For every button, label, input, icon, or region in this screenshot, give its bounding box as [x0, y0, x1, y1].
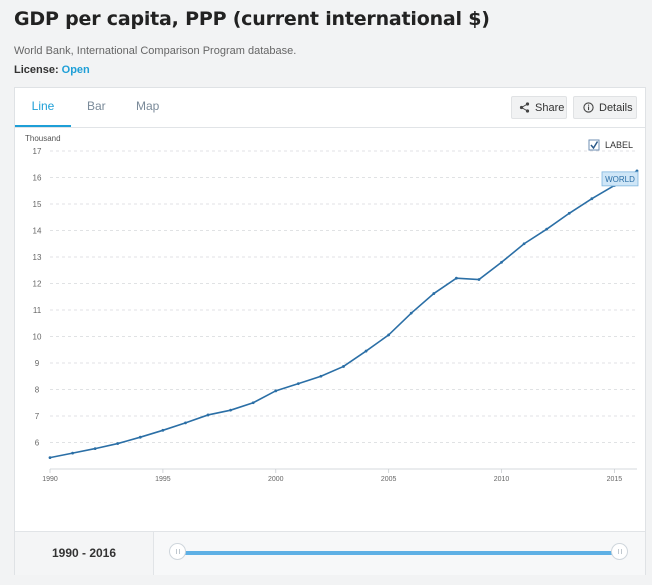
data-point[interactable]: [71, 451, 74, 455]
x-tick-label: 1995: [155, 476, 171, 483]
year-range-label: 1990 - 2016: [15, 532, 154, 575]
data-point[interactable]: [409, 311, 413, 315]
chart-card: Line Bar Map Share Details Thousand 6 7 8 9 1…: [14, 87, 646, 575]
data-point[interactable]: [454, 276, 458, 280]
data-point[interactable]: [206, 413, 210, 417]
license-label: License:: [14, 64, 59, 76]
range-slider-track[interactable]: [178, 551, 620, 555]
y-tick-label: 17: [33, 147, 42, 156]
share-label: Share: [535, 102, 565, 114]
data-point[interactable]: [319, 374, 323, 378]
tab-bar[interactable]: Bar: [87, 99, 106, 113]
label-checkbox[interactable]: [588, 139, 600, 151]
x-tick-label: 2010: [494, 476, 510, 483]
data-point[interactable]: [229, 408, 233, 412]
y-tick-label: 16: [33, 174, 42, 183]
x-tick-label: 1990: [42, 476, 58, 483]
details-label: Details: [599, 102, 633, 114]
x-tick-label: 2005: [381, 476, 397, 483]
data-point[interactable]: [342, 365, 345, 368]
y-tick-label: 6: [35, 439, 40, 448]
y-tick-label: 13: [33, 253, 42, 262]
y-tick-label: 9: [35, 359, 40, 368]
data-point[interactable]: [387, 333, 391, 337]
data-point[interactable]: [93, 447, 97, 450]
data-point[interactable]: [116, 442, 120, 445]
data-point[interactable]: [251, 401, 255, 405]
range-start-handle[interactable]: [169, 543, 186, 560]
data-point[interactable]: [477, 278, 481, 281]
data-point[interactable]: [364, 349, 368, 353]
data-point[interactable]: [545, 227, 549, 231]
line-chart: Thousand 6 7 8 9 10 11 12 13 14 15 16 17 1990 1995 2000…: [25, 134, 639, 483]
data-point[interactable]: [138, 435, 142, 439]
data-point[interactable]: [590, 197, 594, 201]
y-tick-label: 15: [33, 200, 42, 209]
data-point[interactable]: [184, 421, 187, 425]
range-footer: 1990 - 2016: [15, 531, 645, 575]
y-tick-label: 8: [35, 386, 40, 395]
data-point[interactable]: [48, 456, 52, 460]
y-tick-label: 12: [33, 280, 42, 289]
series-label: WORLD: [605, 175, 635, 184]
data-point[interactable]: [296, 382, 300, 386]
x-tick-label: 2000: [268, 476, 284, 483]
page-title: GDP per capita, PPP (current internation…: [14, 8, 490, 30]
license-link[interactable]: Open: [61, 64, 90, 76]
tab-map[interactable]: Map: [136, 99, 160, 113]
y-tick-label: 14: [33, 227, 42, 236]
chart-tabs: Line Bar Map Share Details: [15, 88, 645, 128]
checkmark-icon: [590, 141, 599, 150]
data-point[interactable]: [274, 389, 278, 393]
info-icon: [583, 102, 594, 113]
label-toggle-text: LABEL: [605, 140, 633, 150]
y-unit-label: Thousand: [25, 134, 61, 143]
details-button[interactable]: Details: [573, 96, 637, 119]
data-point[interactable]: [567, 211, 571, 215]
x-tick-label: 2015: [607, 476, 623, 483]
range-end-handle[interactable]: [611, 543, 628, 560]
data-point[interactable]: [161, 428, 165, 432]
share-button[interactable]: Share: [511, 96, 567, 119]
data-point[interactable]: [432, 292, 436, 295]
y-tick-label: 11: [33, 306, 42, 315]
share-icon: [519, 102, 530, 113]
source-note: World Bank, International Comparison Pro…: [14, 45, 297, 57]
y-tick-label: 7: [35, 412, 40, 421]
y-tick-label: 10: [33, 333, 42, 342]
data-point[interactable]: [522, 242, 526, 246]
license-line: License: Open: [14, 64, 90, 76]
series-label-box: [601, 171, 639, 187]
data-point[interactable]: [500, 260, 503, 264]
series-line-world: [49, 170, 638, 459]
tab-line[interactable]: Line: [15, 88, 71, 127]
